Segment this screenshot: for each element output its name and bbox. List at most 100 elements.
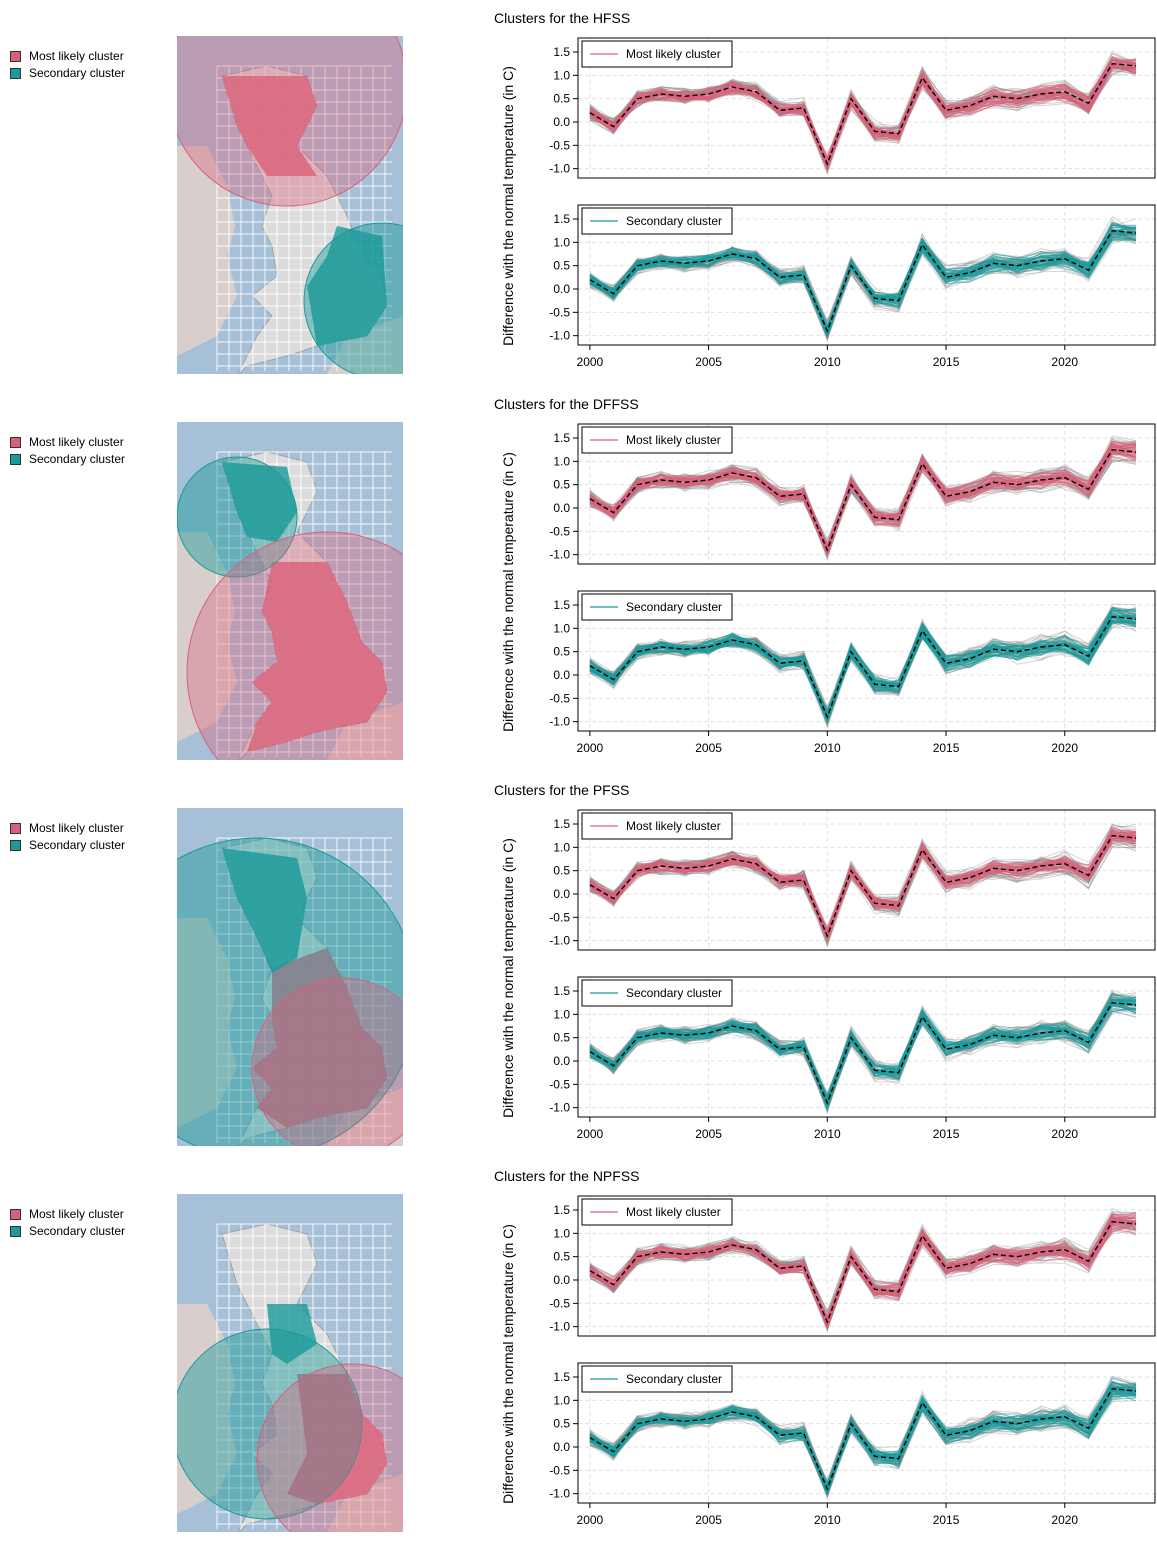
legend-swatch [10, 437, 21, 448]
y-tick-label: 1.5 [553, 212, 570, 226]
x-tick-label: 2020 [1051, 1513, 1078, 1527]
subplot-legend: Most likely cluster [581, 812, 733, 840]
x-tick-label: 2020 [1051, 355, 1078, 369]
y-tick-label: 0.0 [553, 887, 570, 901]
y-tick-label: 1.0 [553, 840, 570, 854]
subplot-legend: Secondary cluster [581, 1365, 733, 1393]
legend-swatch [10, 454, 21, 465]
legend-swatch [10, 840, 21, 851]
y-tick-label: 1.0 [553, 68, 570, 82]
legend-label: Most likely cluster [626, 47, 721, 61]
x-tick-label: 2005 [695, 741, 722, 755]
y-tick-label: -1.0 [549, 1101, 570, 1115]
y-tick-label: 0.5 [553, 478, 570, 492]
background-series-line [589, 219, 1137, 322]
legend-label: Secondary cluster [626, 986, 722, 1000]
map-legend-entry: Secondary cluster [10, 65, 125, 82]
plot-frame [577, 423, 1156, 565]
legend-label: Most likely cluster [29, 821, 124, 835]
x-tick-label: 2015 [933, 1513, 960, 1527]
background-series-line [589, 66, 1137, 159]
background-series-line [589, 442, 1137, 542]
y-tick-label: -1.0 [549, 548, 570, 562]
background-series-line [589, 226, 1137, 324]
y-tick-label: 1.5 [553, 984, 570, 998]
plot-frame [577, 37, 1156, 179]
background-series-line [589, 222, 1137, 323]
y-tick-label: 0.5 [553, 1031, 570, 1045]
background-series-line [589, 53, 1137, 160]
legend-swatch [10, 823, 21, 834]
subplot-most-likely: 1.5 1.0 0.5 0.0 -0.5 -1.0 Most likely cluster [549, 423, 1156, 565]
cluster-series-line [589, 1216, 1137, 1324]
cluster-series-line [589, 63, 1137, 166]
legend-label: Secondary cluster [29, 66, 126, 80]
cluster-series-line [589, 230, 1137, 337]
y-tick-label: -1.0 [549, 715, 570, 729]
subplot-most-likely: 1.5 1.0 0.5 0.0 -0.5 -1.0 Most likely cluster [549, 809, 1156, 951]
y-tick-label: -1.0 [549, 329, 570, 343]
cluster-panel: Most likely cluster Secondary cluster Clus… [0, 386, 1157, 772]
y-tick-label: 0.5 [553, 1417, 570, 1431]
legend-label: Most likely cluster [29, 435, 124, 449]
subplot-secondary: 1.5 1.0 0.5 0.0 -0.5 -1.0 2000 2005 2010 2015 2020… [549, 976, 1156, 1141]
x-tick-label: 2010 [814, 1127, 841, 1141]
cluster-map [177, 1194, 403, 1532]
background-series-line [589, 607, 1137, 708]
map-legend-entry: Most likely cluster [10, 48, 125, 65]
cluster-series-line [589, 999, 1137, 1105]
y-tick-label: -1.0 [549, 934, 570, 948]
map-legend: Most likely cluster Secondary cluster [10, 1206, 125, 1240]
cluster-map [177, 422, 403, 760]
y-tick-label: -0.5 [549, 524, 570, 538]
subplot-legend: Most likely cluster [581, 40, 733, 68]
plot-frame [577, 1362, 1156, 1504]
cluster-panel: Most likely cluster Secondary cluster Clus… [0, 1158, 1157, 1544]
background-series-line [589, 1214, 1137, 1327]
y-tick-label: 1.0 [553, 621, 570, 635]
y-tick-label: 1.0 [553, 1007, 570, 1021]
background-series-line [589, 57, 1137, 156]
legend-label: Secondary cluster [626, 600, 722, 614]
y-tick-label: -0.5 [549, 1296, 570, 1310]
x-tick-label: 2000 [577, 741, 604, 755]
map-legend: Most likely cluster Secondary cluster [10, 820, 125, 854]
background-series-line [589, 1212, 1137, 1313]
cluster-panel: Most likely cluster Secondary cluster Clus… [0, 772, 1157, 1158]
panel-title: Clusters for the NPFSS [494, 1168, 640, 1184]
mean-series-line [589, 229, 1137, 333]
subplot-legend: Secondary cluster [581, 979, 733, 1007]
background-series-line [589, 439, 1137, 544]
legend-label: Secondary cluster [29, 838, 126, 852]
cluster-series-line [589, 609, 1137, 722]
x-tick-label: 2000 [577, 1127, 604, 1141]
map-legend-entry: Most likely cluster [10, 820, 125, 837]
background-series-line [589, 608, 1137, 711]
legend-label: Secondary cluster [29, 1224, 126, 1238]
y-tick-label: 1.5 [553, 431, 570, 445]
background-series-line [589, 1382, 1137, 1489]
background-series-line [589, 994, 1137, 1098]
mean-series-line [589, 448, 1137, 552]
y-tick-label: -0.5 [549, 1463, 570, 1477]
subplot-legend: Secondary cluster [581, 207, 733, 235]
subplot-secondary: 1.5 1.0 0.5 0.0 -0.5 -1.0 2000 2005 2010 2015 2020… [549, 1362, 1156, 1527]
y-tick-label: 0.5 [553, 645, 570, 659]
map-legend-entry: Secondary cluster [10, 1223, 125, 1240]
legend-label: Most likely cluster [29, 1207, 124, 1221]
legend-label: Secondary cluster [626, 1372, 722, 1386]
y-tick-label: 1.5 [553, 45, 570, 59]
background-series-line [589, 608, 1137, 712]
cluster-series-line [589, 1391, 1137, 1489]
subplot-legend: Secondary cluster [581, 593, 733, 621]
cluster-series-line [589, 64, 1137, 170]
mean-series-line [589, 834, 1137, 938]
y-tick-label: 0.5 [553, 1250, 570, 1264]
y-tick-label: 0.0 [553, 282, 570, 296]
legend-label: Most likely cluster [29, 49, 124, 63]
y-tick-label: -0.5 [549, 1077, 570, 1091]
y-tick-label: 1.0 [553, 1226, 570, 1240]
cluster-series-line [589, 230, 1137, 333]
y-tick-label: -0.5 [549, 305, 570, 319]
